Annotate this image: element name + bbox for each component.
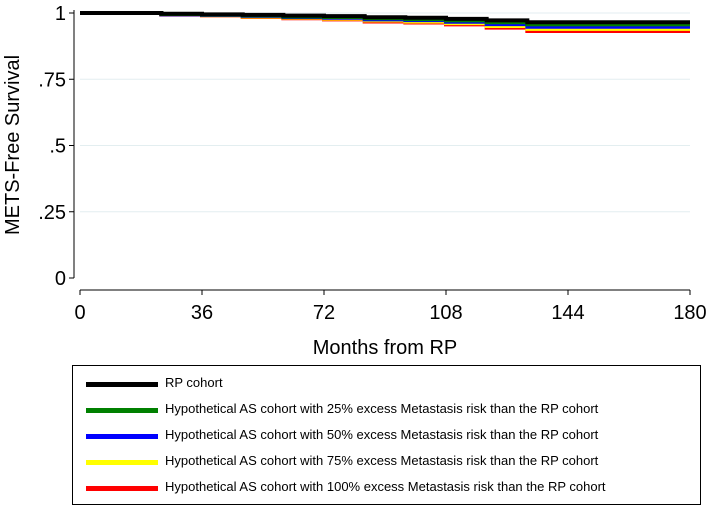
legend-item: RP cohort — [73, 374, 700, 394]
legend-label: RP cohort — [165, 375, 223, 390]
legend-item: Hypothetical AS cohort with 25% excess M… — [73, 400, 700, 420]
x-tick-label: 180 — [673, 302, 706, 324]
legend: RP cohort Hypothetical AS cohort with 25%… — [72, 365, 701, 505]
y-tick-label: .25 — [38, 202, 66, 224]
y-tick-label: .75 — [38, 69, 66, 91]
legend-swatch — [86, 434, 158, 439]
legend-item: Hypothetical AS cohort with 100% excess … — [73, 478, 700, 498]
legend-swatch — [86, 460, 158, 465]
x-tick-label: 72 — [313, 302, 335, 324]
axes: 0 .25 .5 .75 1 0 36 72 108 144 180 — [38, 3, 707, 324]
x-tick-label: 108 — [429, 302, 462, 324]
x-tick-label: 144 — [551, 302, 584, 324]
legend-swatch — [86, 486, 158, 491]
y-tick-label: 1 — [55, 3, 66, 25]
x-axis-title: Months from RP — [313, 337, 457, 359]
y-axis-title: METS-Free Survival — [2, 55, 24, 235]
series-line-1 — [80, 11, 690, 25]
legend-label: Hypothetical AS cohort with 100% excess … — [165, 479, 606, 494]
y-tick-label: 0 — [55, 268, 66, 290]
y-tick-label: .5 — [49, 136, 66, 158]
x-tick-label: 0 — [74, 302, 85, 324]
grid-lines — [80, 12, 690, 213]
legend-label: Hypothetical AS cohort with 25% excess M… — [165, 401, 599, 416]
x-tick-label: 36 — [191, 302, 213, 324]
legend-item: Hypothetical AS cohort with 75% excess M… — [73, 452, 700, 472]
legend-swatch — [86, 382, 158, 387]
legend-label: Hypothetical AS cohort with 50% excess M… — [165, 427, 599, 442]
series-lines — [80, 11, 690, 34]
legend-label: Hypothetical AS cohort with 75% excess M… — [165, 453, 599, 468]
legend-swatch — [86, 408, 158, 413]
legend-item: Hypothetical AS cohort with 50% excess M… — [73, 426, 700, 446]
